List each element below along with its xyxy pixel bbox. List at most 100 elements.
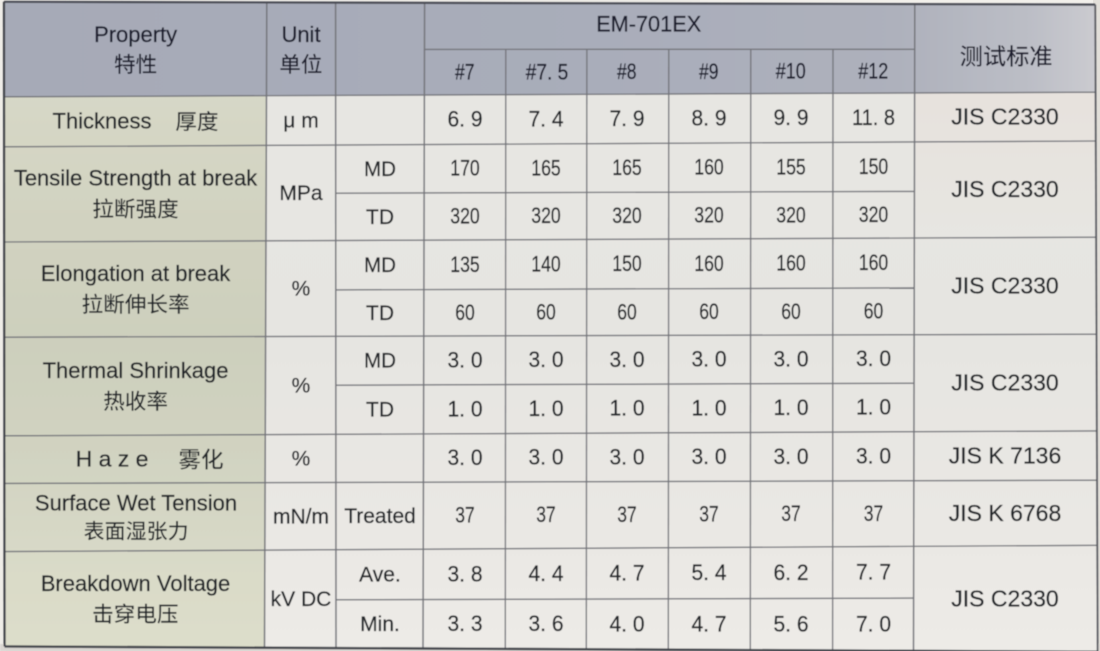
svg-text:37: 37 <box>699 502 719 527</box>
svg-text:Elongation at break: Elongation at break <box>41 261 232 286</box>
svg-text:3. 0: 3. 0 <box>856 444 891 469</box>
svg-text:JIS C2330: JIS C2330 <box>951 370 1058 396</box>
svg-text:60: 60 <box>617 299 637 324</box>
svg-text:MPa: MPa <box>279 182 323 205</box>
svg-text:#12: #12 <box>858 59 888 84</box>
svg-text:Treated: Treated <box>344 505 416 528</box>
svg-text:3. 0: 3. 0 <box>856 346 891 371</box>
svg-text:140: 140 <box>531 252 561 277</box>
svg-text:kV DC: kV DC <box>271 588 332 611</box>
svg-text:320: 320 <box>859 202 889 227</box>
svg-text:Haze: Haze <box>76 446 155 471</box>
svg-text:1. 0: 1. 0 <box>774 395 809 420</box>
svg-text:Breakdown Voltage: Breakdown Voltage <box>41 571 231 596</box>
svg-text:#9: #9 <box>699 59 719 84</box>
svg-text:MD: MD <box>364 254 396 277</box>
svg-text:170: 170 <box>450 156 480 181</box>
svg-text:37: 37 <box>455 503 475 528</box>
svg-text:165: 165 <box>531 155 561 180</box>
svg-text:7. 0: 7. 0 <box>856 612 891 637</box>
svg-text:3. 6: 3. 6 <box>529 611 564 636</box>
svg-text:JIS C2330: JIS C2330 <box>951 104 1058 130</box>
svg-text:6. 2: 6. 2 <box>774 560 809 585</box>
svg-text:%: % <box>292 448 311 471</box>
svg-text:Ave.: Ave. <box>359 564 401 587</box>
svg-text:3. 0: 3. 0 <box>774 346 809 371</box>
svg-text:Tensile Strength at break: Tensile Strength at break <box>14 166 258 191</box>
svg-text:1. 0: 1. 0 <box>610 396 645 421</box>
svg-text:60: 60 <box>536 300 556 325</box>
svg-text:JIS C2330: JIS C2330 <box>951 585 1058 611</box>
svg-text:5. 4: 5. 4 <box>692 560 727 585</box>
svg-text:3. 0: 3. 0 <box>692 347 727 372</box>
svg-text:#7: #7 <box>455 59 475 84</box>
svg-text:37: 37 <box>617 502 637 527</box>
svg-text:4. 7: 4. 7 <box>692 611 727 636</box>
svg-text:JIS C2330: JIS C2330 <box>951 176 1058 202</box>
svg-text:7. 9: 7. 9 <box>610 106 645 131</box>
svg-text:60: 60 <box>699 299 719 324</box>
svg-text:7. 7: 7. 7 <box>856 560 891 585</box>
svg-text:320: 320 <box>612 203 642 228</box>
svg-text:Property: Property <box>94 22 177 47</box>
svg-text:3. 8: 3. 8 <box>448 561 483 586</box>
svg-text:37: 37 <box>864 501 884 526</box>
svg-text:37: 37 <box>781 501 801 526</box>
svg-text:TD: TD <box>366 302 394 325</box>
svg-text:155: 155 <box>776 154 806 179</box>
svg-text:#8: #8 <box>617 59 637 84</box>
svg-text:Unit: Unit <box>281 22 320 47</box>
svg-text:4. 4: 4. 4 <box>529 561 564 586</box>
svg-text:320: 320 <box>694 203 724 228</box>
svg-text:3. 0: 3. 0 <box>529 347 564 372</box>
svg-text:mN/m: mN/m <box>273 505 329 528</box>
svg-text:MD: MD <box>364 350 396 373</box>
svg-text:MD: MD <box>364 158 396 181</box>
svg-text:135: 135 <box>450 252 480 277</box>
svg-text:TD: TD <box>366 399 394 422</box>
svg-text:150: 150 <box>612 251 642 276</box>
svg-text:8. 9: 8. 9 <box>692 106 727 131</box>
svg-text:160: 160 <box>694 155 724 180</box>
svg-text:JIS K 6768: JIS K 6768 <box>949 500 1062 526</box>
svg-text:JIS K 7136: JIS K 7136 <box>949 443 1062 469</box>
svg-text:3. 3: 3. 3 <box>448 611 483 636</box>
svg-text:4. 0: 4. 0 <box>610 611 645 636</box>
svg-text:Thermal Shrinkage: Thermal Shrinkage <box>43 358 229 383</box>
svg-text:7. 4: 7. 4 <box>529 106 564 131</box>
svg-text:60: 60 <box>864 299 884 324</box>
svg-text:60: 60 <box>455 300 475 325</box>
svg-text:3. 0: 3. 0 <box>448 445 483 470</box>
svg-text:%: % <box>292 278 311 301</box>
svg-text:3. 0: 3. 0 <box>774 444 809 469</box>
svg-text:320: 320 <box>776 202 806 227</box>
svg-text:9. 9: 9. 9 <box>774 105 809 130</box>
svg-text:Thickness: Thickness <box>53 108 152 133</box>
svg-text:1. 0: 1. 0 <box>692 395 727 420</box>
svg-text:EM-701EX: EM-701EX <box>596 11 701 36</box>
svg-text:160: 160 <box>776 251 806 276</box>
svg-text:3. 0: 3. 0 <box>448 348 483 373</box>
svg-text:1. 0: 1. 0 <box>529 396 564 421</box>
svg-text:320: 320 <box>450 204 480 229</box>
svg-text:160: 160 <box>694 251 724 276</box>
svg-text:37: 37 <box>536 502 556 527</box>
svg-text:160: 160 <box>859 250 889 275</box>
svg-text:μ m: μ m <box>283 110 318 133</box>
svg-text:#7. 5: #7. 5 <box>526 59 569 84</box>
svg-text:1. 0: 1. 0 <box>856 395 891 420</box>
svg-text:165: 165 <box>612 155 642 180</box>
svg-text:%: % <box>292 375 311 398</box>
svg-text:Min.: Min. <box>360 613 400 636</box>
svg-text:3. 0: 3. 0 <box>610 347 645 372</box>
svg-text:150: 150 <box>859 154 889 179</box>
svg-text:320: 320 <box>531 203 561 228</box>
svg-text:JIS C2330: JIS C2330 <box>951 273 1058 299</box>
svg-text:4. 7: 4. 7 <box>610 561 645 586</box>
svg-text:60: 60 <box>781 299 801 324</box>
svg-text:#10: #10 <box>776 59 806 84</box>
svg-text:11. 8: 11. 8 <box>852 105 895 130</box>
svg-text:3. 0: 3. 0 <box>529 445 564 470</box>
svg-text:5. 6: 5. 6 <box>774 612 809 637</box>
svg-text:3. 0: 3. 0 <box>610 444 645 469</box>
